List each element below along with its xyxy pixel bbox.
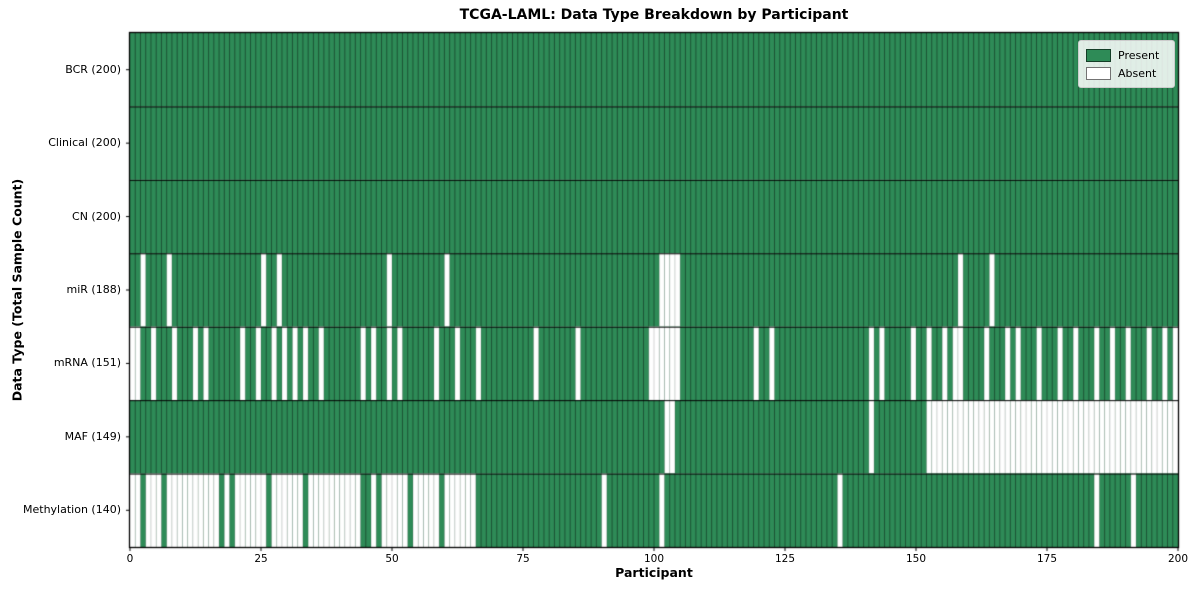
x-tick-label: 175 [1036, 553, 1058, 565]
y-tick-label: Clinical (200) [48, 136, 121, 150]
y-tick-label: Methylation (140) [23, 503, 121, 517]
y-tick-label: CN (200) [72, 209, 121, 223]
y-tick-label: BCR (200) [65, 62, 121, 76]
legend-item-absent: Absent [1086, 64, 1166, 82]
legend-item-present: Present [1086, 46, 1166, 64]
x-tick-label: 100 [643, 553, 665, 565]
x-tick-label: 0 [126, 553, 134, 565]
legend: Present Absent [1078, 40, 1175, 88]
present-swatch [1086, 48, 1111, 62]
y-tick-label: miR (188) [66, 283, 122, 296]
legend-absent-label: Absent [1118, 66, 1157, 80]
x-axis-label: Participant [615, 565, 693, 580]
legend-present-label: Present [1118, 48, 1160, 62]
x-tick-label: 125 [774, 553, 796, 565]
y-tick-label: mRNA (151) [53, 356, 121, 370]
x-tick-label: 50 [385, 553, 399, 565]
x-tick-label: 25 [254, 553, 268, 565]
chart-title: TCGA-LAML: Data Type Breakdown by Partic… [459, 7, 849, 23]
y-tick-label: MAF (149) [64, 429, 121, 443]
x-tick-label: 200 [1167, 553, 1189, 565]
absent-swatch [1086, 66, 1111, 80]
x-tick-label: 75 [516, 553, 530, 565]
x-tick-label: 150 [905, 553, 927, 565]
